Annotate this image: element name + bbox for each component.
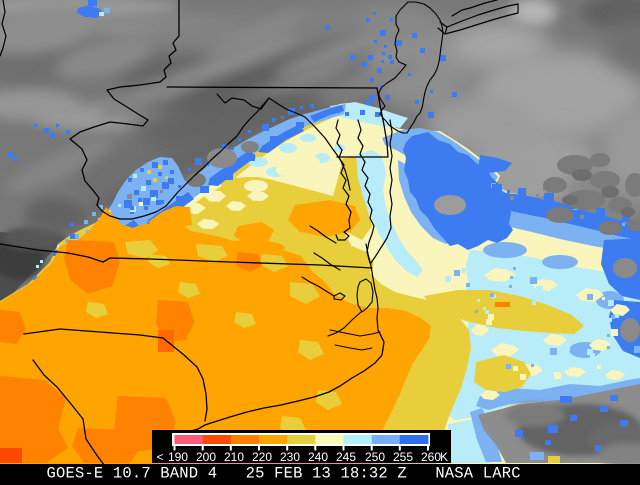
svg-text:<: <: [156, 450, 163, 464]
svg-text:GOES-E 10.7 BAND 4 25 FEB 13: GOES-E 10.7 BAND 4 25 FEB 13 18:32 Z NAS…: [47, 465, 521, 481]
svg-text:190: 190: [168, 450, 188, 464]
svg-text:220: 220: [252, 450, 272, 464]
svg-text:210: 210: [224, 450, 244, 464]
svg-text:250: 250: [365, 450, 385, 464]
svg-text:K: K: [440, 450, 448, 464]
svg-text:230: 230: [280, 450, 300, 464]
svg-text:245: 245: [336, 450, 356, 464]
svg-text:260: 260: [421, 450, 441, 464]
svg-text:240: 240: [308, 450, 328, 464]
svg-text:255: 255: [393, 450, 413, 464]
svg-text:200: 200: [196, 450, 216, 464]
